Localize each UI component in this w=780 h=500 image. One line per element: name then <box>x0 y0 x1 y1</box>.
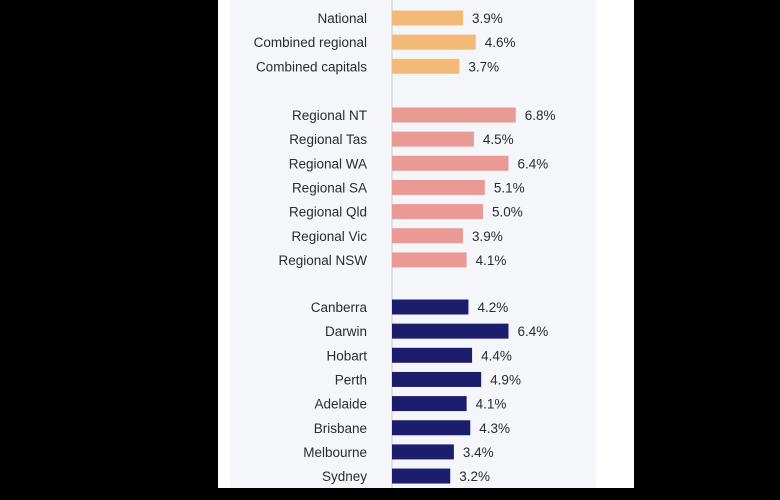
bar-regional-tas <box>392 131 474 147</box>
bar-regional-nt <box>392 107 516 123</box>
bar-regional-vic <box>392 228 463 244</box>
value-label-regional-nt: 6.8% <box>525 108 556 123</box>
category-label-regional-nsw: Regional NSW <box>278 253 367 268</box>
category-label-regional-qld: Regional Qld <box>289 205 367 220</box>
value-label-melbourne: 3.4% <box>463 445 494 460</box>
bar-regional-qld <box>392 204 483 220</box>
value-label-regional-qld: 5.0% <box>492 205 523 220</box>
category-labels-group: National Combined regional Combined capita… <box>254 11 368 484</box>
category-label-hobart: Hobart <box>326 348 367 363</box>
value-label-hobart: 4.4% <box>481 348 512 363</box>
bar-regional-nsw <box>392 252 467 268</box>
value-label-brisbane: 4.3% <box>479 421 510 436</box>
bar-brisbane <box>392 420 471 436</box>
bar-hobart <box>392 347 473 363</box>
bar-chart: National Combined regional Combined capita… <box>254 0 556 488</box>
bar-perth <box>392 371 482 387</box>
category-label-regional-nt: Regional NT <box>292 108 367 123</box>
bar-darwin <box>392 323 509 339</box>
category-label-brisbane: Brisbane <box>314 421 367 436</box>
value-label-canberra: 4.2% <box>477 300 508 315</box>
bar-combined-capitals <box>392 58 460 74</box>
bar-national <box>392 10 463 26</box>
bars-group <box>392 10 516 484</box>
value-label-adelaide: 4.1% <box>476 397 507 412</box>
value-label-regional-nsw: 4.1% <box>476 253 507 268</box>
value-labels-group: 3.9%4.6%3.7%6.8%4.5%6.4%5.1%5.0%3.9%4.1%… <box>459 11 555 484</box>
value-label-combined-capitals: 3.7% <box>468 59 499 74</box>
value-label-regional-tas: 4.5% <box>483 132 514 147</box>
category-label-regional-wa: Regional WA <box>289 156 367 171</box>
category-label-adelaide: Adelaide <box>314 397 367 412</box>
bar-combined-regional <box>392 34 476 50</box>
bar-regional-sa <box>392 179 485 195</box>
bar-melbourne <box>392 444 454 460</box>
category-label-regional-vic: Regional Vic <box>291 229 367 244</box>
category-label-canberra: Canberra <box>311 300 368 315</box>
category-label-combined-regional: Combined regional <box>254 35 367 50</box>
bar-canberra <box>392 299 469 315</box>
value-label-regional-sa: 5.1% <box>494 180 525 195</box>
category-label-regional-tas: Regional Tas <box>289 132 367 147</box>
bar-adelaide <box>392 396 467 412</box>
value-label-regional-wa: 6.4% <box>517 156 548 171</box>
value-label-regional-vic: 3.9% <box>472 229 503 244</box>
category-label-darwin: Darwin <box>325 324 367 339</box>
category-label-perth: Perth <box>335 372 367 387</box>
bar-regional-wa <box>392 155 509 171</box>
bar-sydney <box>392 468 451 484</box>
category-label-melbourne: Melbourne <box>303 445 367 460</box>
value-label-combined-regional: 4.6% <box>485 35 516 50</box>
value-label-perth: 4.9% <box>490 372 521 387</box>
category-label-sydney: Sydney <box>322 469 367 484</box>
value-label-national: 3.9% <box>472 11 503 26</box>
value-label-sydney: 3.2% <box>459 469 490 484</box>
value-label-darwin: 6.4% <box>517 324 548 339</box>
category-label-combined-capitals: Combined capitals <box>256 59 367 74</box>
chart-card: National Combined regional Combined capita… <box>218 0 634 488</box>
category-label-regional-sa: Regional SA <box>292 180 367 195</box>
category-label-national: National <box>317 11 367 26</box>
